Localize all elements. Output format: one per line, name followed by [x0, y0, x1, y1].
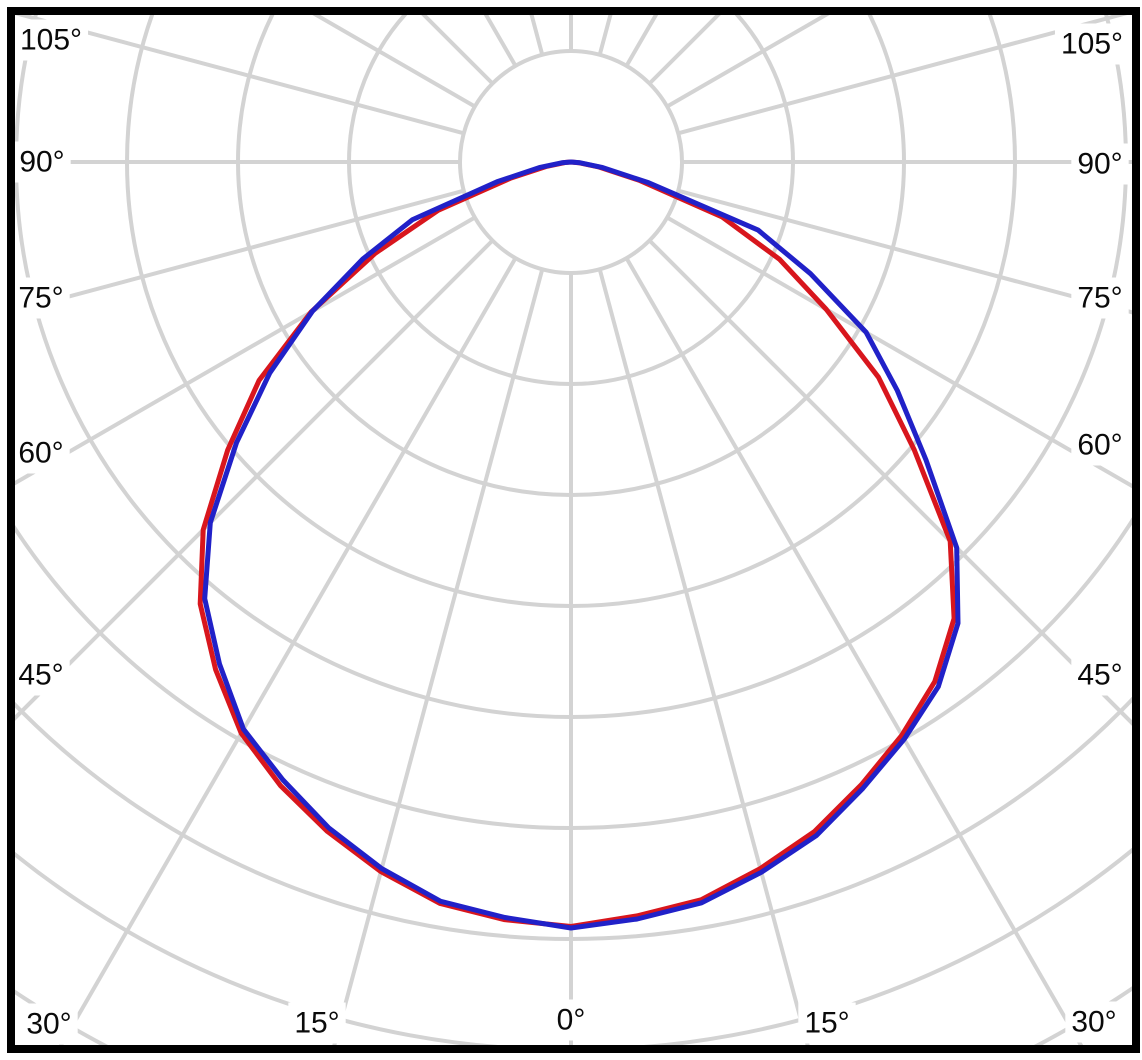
grid-spoke-30 — [624, 257, 1084, 1045]
angle-label-bottom-30: 30° — [26, 1008, 71, 1041]
intensity-curves — [197, 159, 961, 931]
angle-label-bg — [550, 999, 592, 1041]
angle-label-bg — [1071, 654, 1129, 696]
angle-label-bg — [1071, 424, 1129, 466]
angle-label-right-45: 45° — [1077, 659, 1122, 692]
grid-spoke-330 — [58, 257, 518, 1045]
angle-label-bg — [15, 654, 70, 696]
angle-labels: 105° 90° 75° 60° 45° 105° 90° 75° 60° 45° 30° 15° 0°… — [15, 19, 1130, 1045]
grid-spoke-315 — [15, 239, 494, 721]
grid-spoke-255 — [15, 15, 465, 136]
blue-curve — [202, 159, 961, 931]
angle-label-bg — [1054, 23, 1130, 65]
angle-label-bottom-15: 15° — [804, 1007, 849, 1040]
grid-spoke-75 — [677, 188, 1132, 315]
angle-label-bg — [1071, 143, 1129, 185]
angle-label-bg — [288, 1002, 346, 1044]
grid-spoke-45 — [648, 239, 1132, 726]
angle-label-bg — [15, 277, 70, 319]
grid-spoke-300 — [15, 215, 476, 486]
grid-spoke-345 — [332, 268, 545, 1045]
grid-spoke-285 — [15, 188, 465, 314]
angle-label-bottom-30: 30° — [1071, 1006, 1116, 1039]
angle-label-bottom-15: 15° — [294, 1007, 339, 1040]
grid-spoke-15 — [597, 268, 810, 1045]
angle-label-right-90: 90° — [1077, 148, 1122, 181]
angle-label-bg — [798, 1002, 856, 1044]
angle-label-left-45: 45° — [18, 659, 63, 692]
angle-label-right-60: 60° — [1077, 429, 1122, 462]
angle-label-left-75: 75° — [18, 282, 63, 315]
angle-label-left-60: 60° — [18, 437, 63, 470]
angle-label-bg — [20, 1003, 78, 1045]
angle-label-bottom-0: 0° — [557, 1004, 586, 1037]
grid-spoke-60 — [666, 215, 1132, 489]
grid-spoke-105 — [677, 15, 1128, 136]
angle-label-bg — [1065, 1001, 1123, 1043]
angle-label-bg — [15, 141, 71, 183]
chart-frame — [7, 7, 1140, 1053]
angle-label-right-105: 105° — [1061, 28, 1123, 61]
angle-label-bg — [15, 432, 70, 474]
angle-label-bg — [15, 19, 89, 61]
angle-label-right-75: 75° — [1077, 282, 1122, 315]
angle-label-bg — [1071, 277, 1129, 319]
angle-label-left-105: 105° — [20, 24, 82, 57]
angle-label-left-90: 90° — [19, 146, 64, 179]
